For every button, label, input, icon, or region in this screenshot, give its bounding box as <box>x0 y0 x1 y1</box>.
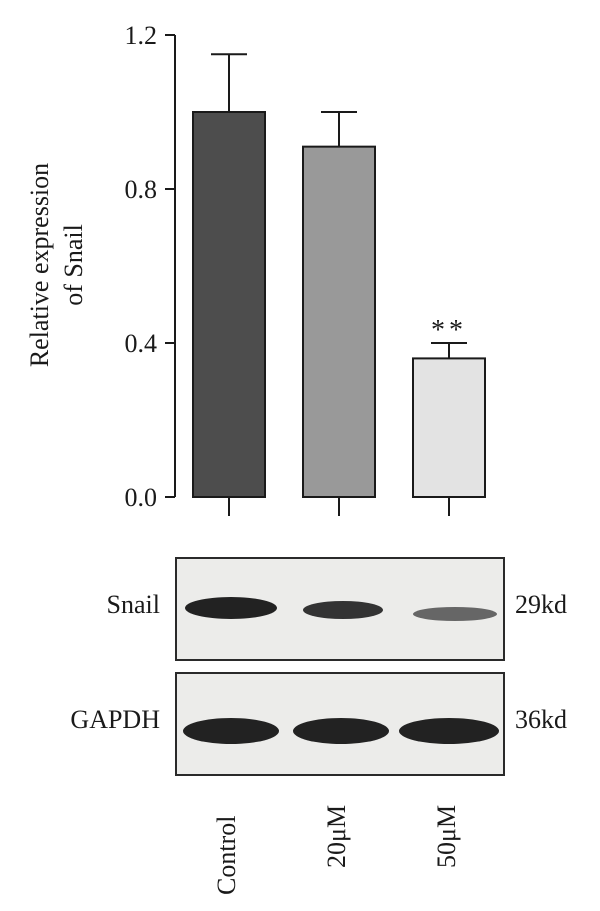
band-gapdh-control <box>183 718 279 744</box>
bar <box>412 357 486 498</box>
band-snail-50um <box>413 607 497 621</box>
band-gapdh-20um <box>293 718 389 744</box>
blot-size-snail: 29kd <box>515 590 567 619</box>
blot-label-snail: Snail <box>106 590 160 619</box>
significance-marker: ** <box>431 315 467 346</box>
blot-panel-gapdh <box>175 672 505 776</box>
y-tick-label: 0.8 <box>125 175 158 204</box>
blot-size-gapdh: 36kd <box>515 705 567 734</box>
lane-label-20um: 20μM <box>322 804 351 868</box>
band-snail-control <box>185 597 277 619</box>
band-snail-20um <box>303 601 383 619</box>
bars: ** <box>192 53 486 498</box>
y-tick-label: 0.0 <box>125 483 158 512</box>
blot-label-gapdh: GAPDH <box>70 705 160 734</box>
lane-label-50um: 50μM <box>432 804 461 868</box>
band-gapdh-50um <box>399 718 499 744</box>
bar-chart: 0.0 0.4 0.8 1.2 ** Relative expression of S… <box>25 21 486 516</box>
y-axis-label-line1: Relative expression <box>25 163 54 367</box>
bar <box>192 111 266 498</box>
y-tick-label: 0.4 <box>125 329 158 358</box>
bar <box>302 145 376 498</box>
y-axis-label-line2: of Snail <box>59 224 88 306</box>
blot-panel-snail <box>175 557 505 661</box>
lane-label-control: Control <box>212 815 241 895</box>
y-axis: 0.0 0.4 0.8 1.2 <box>125 21 450 516</box>
y-tick-label: 1.2 <box>125 21 158 50</box>
